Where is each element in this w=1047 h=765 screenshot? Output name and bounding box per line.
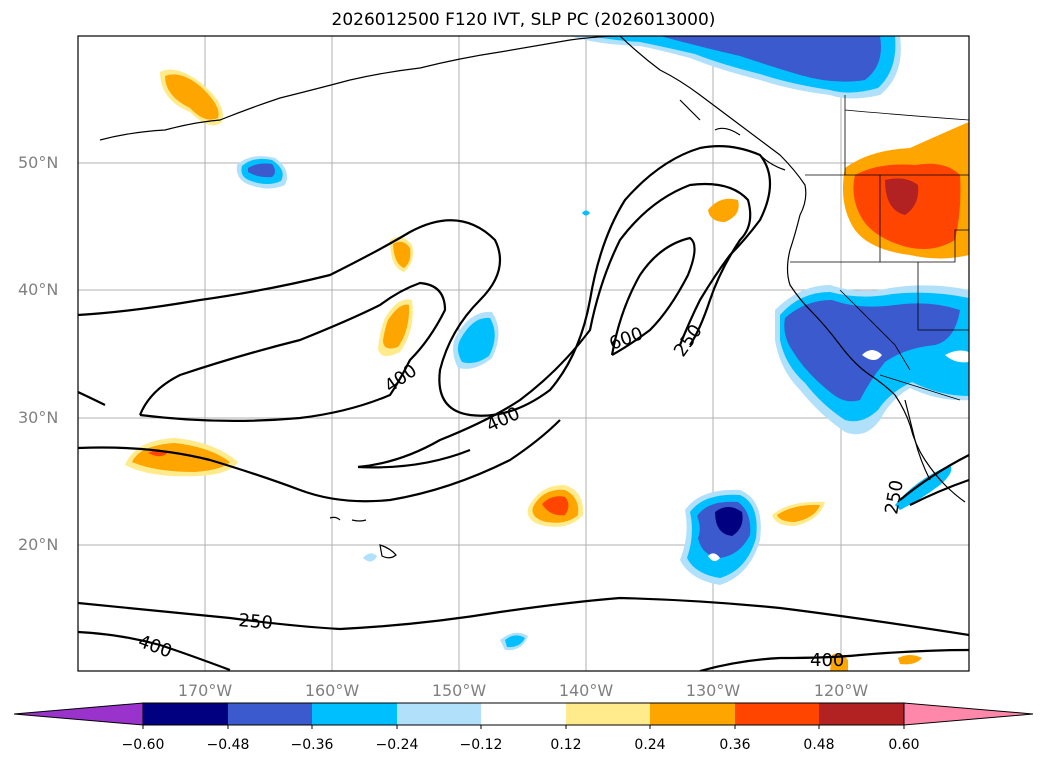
colorbar-bin-8 [735, 703, 819, 725]
colorbar-tick-label: −0.36 [290, 737, 334, 753]
contour-label-250-a: 250 [670, 321, 707, 361]
colorbar-bin-3 [312, 703, 397, 725]
contour-label-400-d: 400 [135, 631, 174, 662]
lon-label-170w: 170°W [177, 681, 233, 700]
anomaly-east-1 [708, 198, 739, 222]
colorbar-tick-label: −0.12 [459, 737, 503, 753]
colorbar-bin-2 [228, 703, 312, 725]
contour-label-250-b: 250 [881, 478, 908, 515]
anomaly-central-2 [378, 299, 413, 357]
lon-label-140w: 140°W [558, 681, 614, 700]
colorbar-bin-6 [566, 703, 650, 725]
lat-label-20n: 20°N [18, 535, 59, 554]
contour-outer-250 [78, 145, 771, 417]
contour-west-edge [78, 391, 106, 406]
contour-400-southeast [699, 648, 969, 671]
colorbar-tick-label: 0.48 [803, 737, 835, 753]
contour-label-400-a: 400 [381, 360, 421, 397]
contours [78, 145, 969, 671]
lon-label-150w: 150°W [431, 681, 487, 700]
coastlines [99, 36, 966, 559]
colorbar-bin-1 [143, 703, 228, 725]
colorbar-bin-9 [819, 703, 904, 725]
colorbar [13, 702, 1034, 729]
colorbar-bin-4 [397, 703, 481, 725]
anomaly-gulf-alaska [160, 69, 224, 126]
anomaly-central-1 [390, 236, 413, 272]
anomaly-central-3 [527, 484, 584, 527]
anomaly-southeast-cool [680, 489, 761, 585]
colorbar-tick-label: −0.48 [206, 737, 250, 753]
anomaly-pnw-interior [842, 122, 969, 259]
plot-frame [77, 35, 970, 672]
contour-hawaii [78, 419, 561, 503]
colorbar-tick-label: 0.36 [719, 737, 751, 753]
contour-mid-400 [138, 281, 447, 422]
contour-label-600: 600 [607, 323, 646, 354]
contour-600 [610, 236, 696, 356]
contour-south-400-lower [357, 448, 471, 469]
lon-label-160w: 160°W [304, 681, 360, 700]
contour-250-south [78, 596, 969, 637]
colorbar-tick-label: 0.60 [888, 737, 920, 753]
contour-east-250 [899, 454, 969, 501]
contour-400-south [78, 630, 231, 671]
colorbar-extend-high [903, 702, 1034, 726]
anomaly-hawaii-north [125, 438, 238, 477]
anomaly-aleutian [236, 156, 288, 189]
contour-label-250-c: 250 [238, 610, 274, 634]
lat-label-30n: 30°N [18, 408, 59, 427]
anomaly-california [775, 285, 969, 435]
map-title: 2026012500 F120 IVT, SLP PC (2026013000) [331, 10, 716, 30]
lat-label-40n: 40°N [18, 280, 59, 299]
map-content [78, 36, 969, 671]
colorbar-tick-label: 0.24 [634, 737, 666, 753]
lat-label-50n: 50°N [18, 153, 59, 172]
colorbar-frame [142, 702, 905, 726]
negative-anomalies [236, 36, 969, 651]
political-borders [790, 95, 969, 401]
colorbar-bin-7 [650, 703, 735, 725]
lon-label-120w: 120°W [813, 681, 869, 700]
colorbar-tick-label: −0.60 [121, 737, 165, 753]
contour-inner-ring [357, 182, 752, 469]
contour-label-400-c: 400 [810, 650, 844, 671]
colorbar-tick-label: 0.12 [550, 737, 582, 753]
contour-east-250b [909, 478, 969, 506]
colorbar-tick-label: −0.24 [375, 737, 419, 753]
anomaly-east-2 [772, 501, 825, 526]
colorbar-bin-5 [481, 703, 566, 725]
lon-label-130w: 130°W [685, 681, 741, 700]
anomaly-central-cool [453, 311, 499, 369]
colorbar-extend-low [13, 702, 144, 726]
anomaly-bc-coast [570, 36, 901, 99]
